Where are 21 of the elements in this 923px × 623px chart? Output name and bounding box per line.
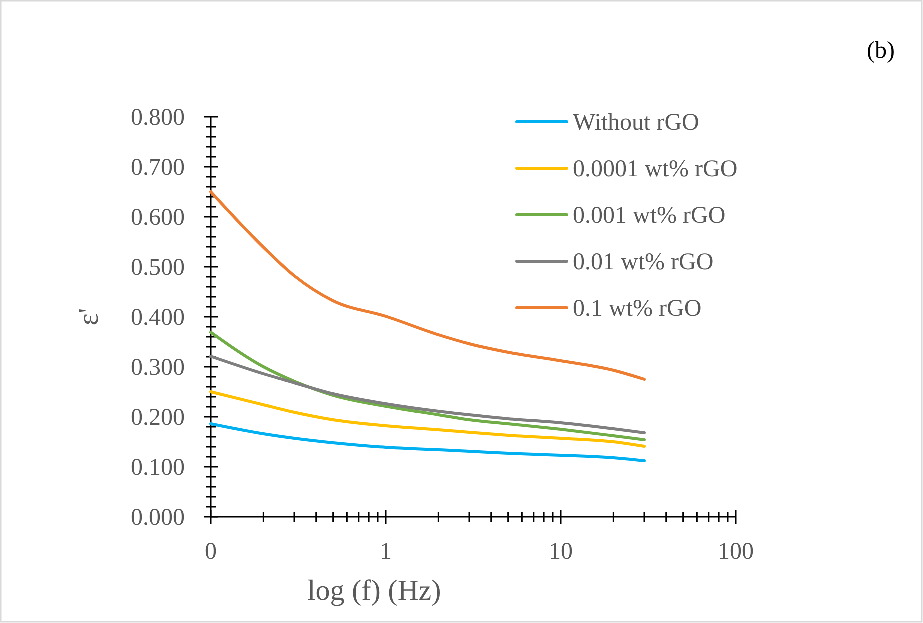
x-tick-label: 10: [549, 539, 573, 565]
y-tick-label: 0.200: [131, 405, 185, 431]
y-tick-label: 0.800: [131, 105, 185, 131]
legend-label: 0.0001 wt% rGO: [573, 156, 738, 182]
x-tick-label: 1: [380, 539, 392, 565]
y-tick-label: 0.000: [131, 505, 185, 531]
y-axis-title: ε': [73, 308, 105, 326]
y-tick-label: 0.400: [131, 305, 185, 331]
y-tick-label: 0.500: [131, 255, 185, 281]
legend-label: 0.1 wt% rGO: [573, 296, 702, 322]
y-tick-label: 0.600: [131, 205, 185, 231]
text: (b): [867, 38, 895, 64]
y-tick-label: 0.700: [131, 155, 185, 181]
x-tick-label: 0: [205, 539, 217, 565]
y-tick-label: 0.100: [131, 455, 185, 481]
legend-label: 0.01 wt% rGO: [573, 250, 714, 276]
y-tick-label: 0.300: [131, 355, 185, 381]
x-axis-title: log (f) (Hz): [308, 575, 442, 607]
legend-label: 0.001 wt% rGO: [573, 203, 726, 229]
legend-label: Without rGO: [573, 110, 700, 136]
x-tick-label: 100: [718, 539, 754, 565]
